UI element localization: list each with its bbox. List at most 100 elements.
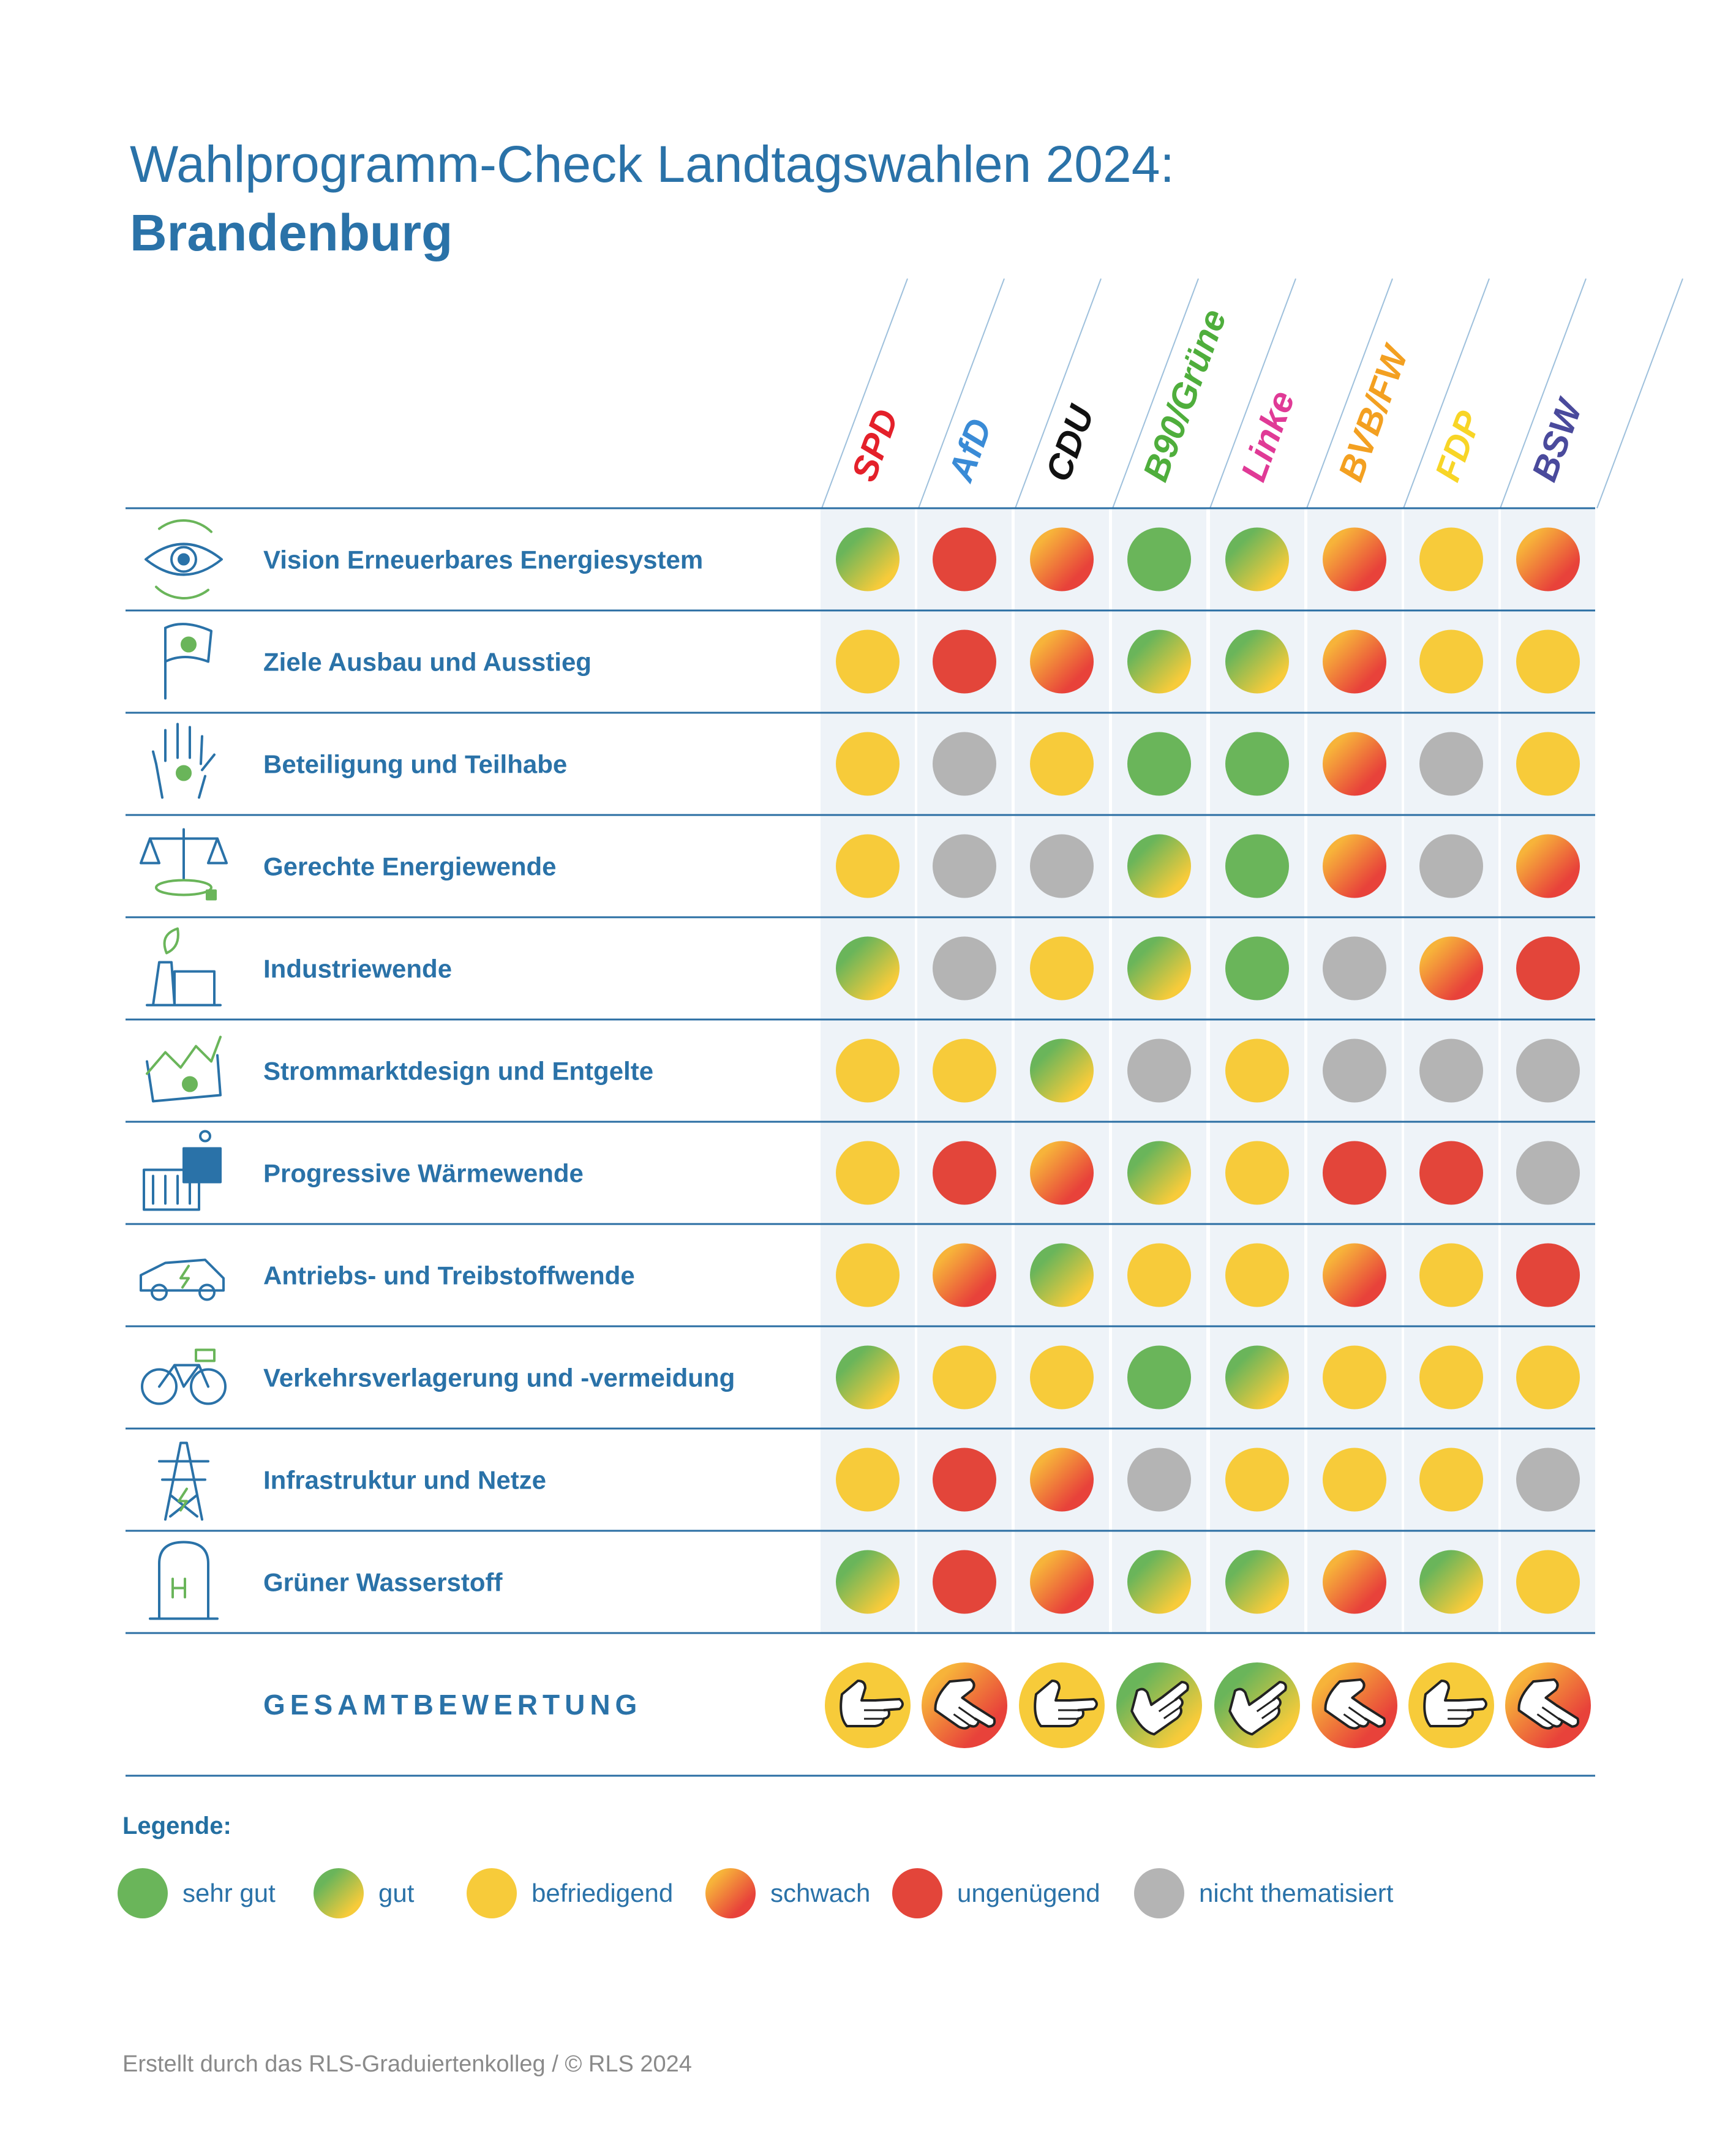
rating-dot xyxy=(1030,1141,1094,1205)
topic-label: Strommarktdesign und Entgelte xyxy=(263,1057,653,1086)
legend-label: ungenügend xyxy=(957,1879,1100,1907)
thumb-down-icon xyxy=(934,1678,996,1730)
rating-dot xyxy=(1419,936,1483,1001)
legend-swatch xyxy=(467,1868,517,1918)
header-divider xyxy=(1209,278,1296,509)
rating-dot xyxy=(1127,732,1191,796)
rating-dot xyxy=(933,1550,996,1614)
rating-dot xyxy=(1419,1141,1483,1205)
rating-dot xyxy=(1323,629,1386,694)
rating-dot xyxy=(1030,1243,1094,1307)
legend-item: gut xyxy=(314,1863,414,1924)
rating-dot xyxy=(1516,527,1580,591)
thumb-up-icon xyxy=(1130,1680,1189,1736)
rating-dot xyxy=(1516,1345,1580,1410)
rating-dot xyxy=(836,1550,900,1614)
thumb-down-icon xyxy=(1517,1678,1580,1730)
party-label: Linke xyxy=(1233,386,1302,487)
scales-icon xyxy=(140,828,228,901)
rating-dot xyxy=(1419,1550,1483,1614)
solar-heater-icon xyxy=(143,1130,222,1211)
electric-car-icon xyxy=(140,1258,225,1301)
legend-swatch xyxy=(892,1868,942,1918)
topic-label: Gerechte Energiewende xyxy=(263,852,557,881)
rating-dot xyxy=(1323,834,1386,898)
rating-dot xyxy=(1127,834,1191,898)
rating-dot xyxy=(1323,1345,1386,1410)
legend-item: schwach xyxy=(705,1863,870,1924)
credit-line: Erstellt durch das RLS-Graduiertenkolleg… xyxy=(122,2051,692,2077)
rating-dot xyxy=(933,527,996,591)
rating-dot xyxy=(1516,936,1580,1001)
rating-dot xyxy=(1127,1550,1191,1614)
legend-swatch xyxy=(705,1868,756,1918)
title-line-1: Wahlprogramm-Check Landtagswahlen 2024: xyxy=(130,135,1174,193)
rating-dot xyxy=(933,936,996,1001)
rating-dot xyxy=(1225,834,1289,898)
topic-label: Grüner Wasserstoff xyxy=(263,1568,503,1597)
rating-dot xyxy=(1516,1550,1580,1614)
rating-dot xyxy=(1127,629,1191,694)
rating-dot xyxy=(1127,1038,1191,1103)
rating-dot xyxy=(836,1345,900,1410)
factory-leaf-icon xyxy=(146,927,222,1007)
topic-label: Beteiligung und Teilhabe xyxy=(263,750,567,779)
rating-dot xyxy=(933,1141,996,1205)
rating-dot xyxy=(1030,834,1094,898)
header-divider xyxy=(1403,278,1490,509)
rating-dot xyxy=(1516,1243,1580,1307)
thumb-sideways-icon xyxy=(840,1680,904,1727)
party-label: B90/Grüne xyxy=(1135,304,1234,487)
rating-dot xyxy=(1030,732,1094,796)
rating-dot xyxy=(933,732,996,796)
rating-dot xyxy=(1030,1345,1094,1410)
legend-label: befriedigend xyxy=(532,1879,674,1907)
rating-dot xyxy=(836,629,900,694)
legend-title: Legende: xyxy=(122,1812,231,1839)
rating-dot xyxy=(1323,1550,1386,1614)
rating-dot xyxy=(836,936,900,1001)
header-divider xyxy=(821,278,908,509)
rating-dot xyxy=(1225,527,1289,591)
rating-dot xyxy=(1323,1038,1386,1103)
legend-label: schwach xyxy=(770,1879,871,1907)
rating-dot xyxy=(1323,936,1386,1001)
rating-dot xyxy=(836,1448,900,1512)
rating-dot xyxy=(1225,1550,1289,1614)
rating-dot xyxy=(1127,1141,1191,1205)
rating-dot xyxy=(1225,936,1289,1001)
rating-dot xyxy=(1323,732,1386,796)
title-line-2: Brandenburg xyxy=(130,204,453,261)
header-divider xyxy=(918,278,1005,509)
rating-dot xyxy=(1419,1038,1483,1103)
rating-dot xyxy=(1030,1550,1094,1614)
rating-dot xyxy=(1225,629,1289,694)
rating-dot xyxy=(1030,1448,1094,1512)
rating-dot xyxy=(1323,1448,1386,1512)
legend-item: befriedigend xyxy=(467,1863,673,1924)
rating-dot xyxy=(1030,527,1094,591)
rating-dot xyxy=(1419,834,1483,898)
rating-dot xyxy=(1030,629,1094,694)
topic-label: Ziele Ausbau und Ausstieg xyxy=(263,648,592,677)
page-title: Wahlprogramm-Check Landtagswahlen 2024: … xyxy=(130,130,1174,267)
legend-label: nicht thematisiert xyxy=(1199,1879,1394,1907)
rating-dot xyxy=(836,1141,900,1205)
rating-dot xyxy=(1419,527,1483,591)
topic-label: Progressive Wärmewende xyxy=(263,1159,584,1188)
rating-dot xyxy=(1516,1038,1580,1103)
rating-dot xyxy=(1323,1141,1386,1205)
rating-dot xyxy=(1030,936,1094,1001)
party-label: SPD xyxy=(844,404,906,486)
rating-dot xyxy=(1225,1038,1289,1103)
rating-dot xyxy=(1516,732,1580,796)
rating-dot xyxy=(1225,732,1289,796)
rating-dot xyxy=(836,732,900,796)
rating-dot xyxy=(1323,527,1386,591)
header-divider xyxy=(1112,278,1199,509)
legend-item: nicht thematisiert xyxy=(1134,1863,1393,1924)
rating-dot xyxy=(1225,1448,1289,1512)
rating-dot xyxy=(836,1038,900,1103)
rating-dot xyxy=(933,629,996,694)
topic-label: Infrastruktur und Netze xyxy=(263,1466,546,1495)
